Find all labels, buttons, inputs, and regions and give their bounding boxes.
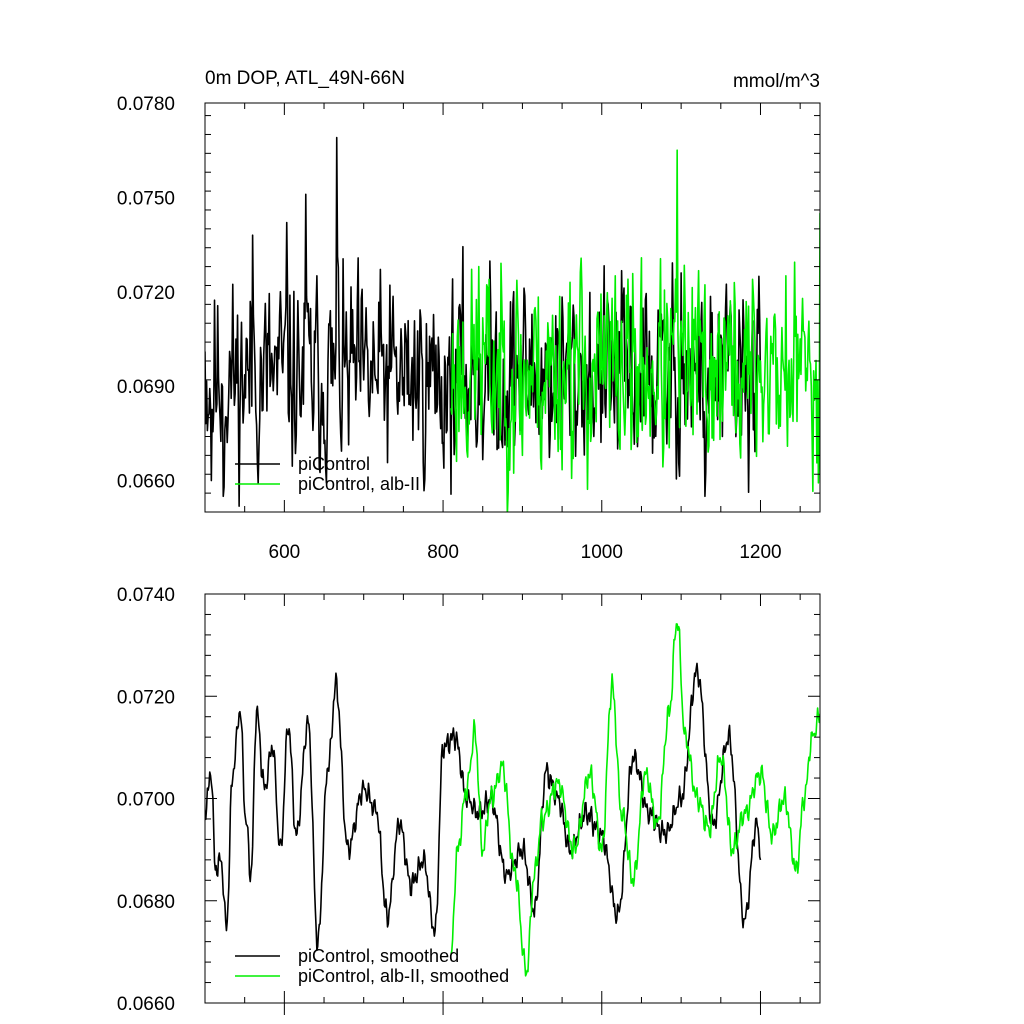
plot-frame xyxy=(204,593,821,1004)
legend-label: piControl, smoothed xyxy=(298,946,459,966)
x-tick-label: 1000 xyxy=(581,542,623,563)
series-line-2 xyxy=(450,149,820,512)
units-label: mmol/m^3 xyxy=(733,71,820,92)
y-tick-label: 0.0700 xyxy=(117,790,175,811)
y-tick-label: 0.0690 xyxy=(117,377,175,398)
y-tick-label: 0.0720 xyxy=(117,283,175,304)
y-tick-label: 0.0740 xyxy=(117,585,175,606)
y-tick-label: 0.0780 xyxy=(117,94,175,115)
x-tick-label: 600 xyxy=(269,542,301,563)
legend-label: piControl, alb-II, smoothed xyxy=(298,966,509,986)
series-line-1 xyxy=(205,662,762,952)
y-tick-label: 0.0720 xyxy=(117,687,175,708)
y-tick-label: 0.0680 xyxy=(117,892,175,913)
bottom-panel: 0.0660 0.0680 0.0700 0.0720 0.0740 piControl,… xyxy=(117,585,821,1015)
legend-label: piControl, alb-II xyxy=(298,474,420,494)
chart-title: 0m DOP, ATL_49N-66N xyxy=(205,68,405,89)
y-tick-label: 0.0660 xyxy=(117,994,175,1015)
x-tick-label: 1200 xyxy=(739,542,781,563)
top-panel: 0m DOP, ATL_49N-66N mmol/m^3 0.0660 0.069… xyxy=(117,68,821,563)
y-tick-label: 0.0660 xyxy=(117,472,175,493)
series-line-2 xyxy=(450,623,820,977)
y-tick-label: 0.0750 xyxy=(117,188,175,209)
x-tick-label: 800 xyxy=(427,542,459,563)
plot-frame xyxy=(204,102,821,513)
legend-label: piControl xyxy=(298,454,370,474)
